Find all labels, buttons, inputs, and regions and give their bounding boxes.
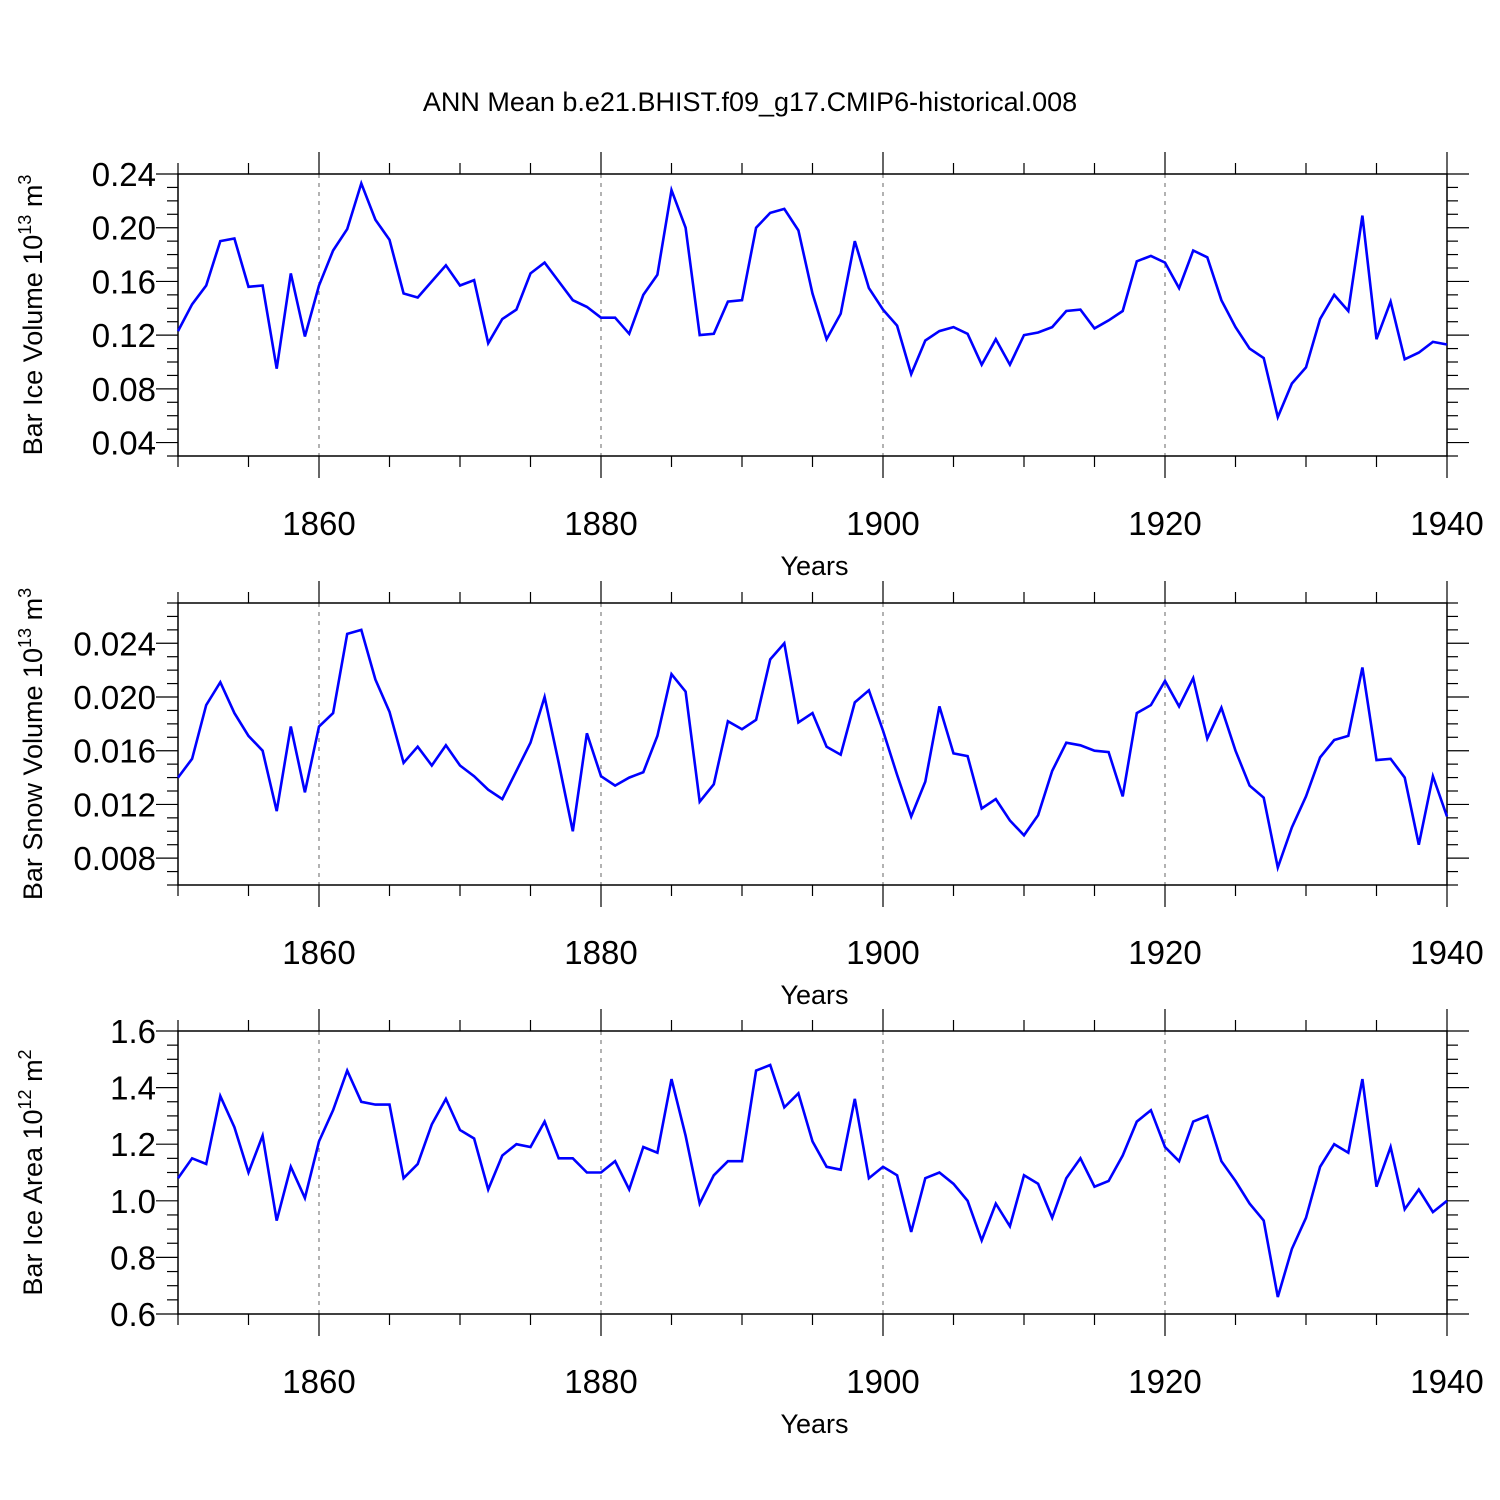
x-tick-label: 1880	[564, 505, 637, 542]
y-tick-label: 0.12	[92, 317, 156, 354]
panels: 1860 1880 1900 1920 1940 Years 0.04 0.08 0.12 0.1…	[15, 152, 1484, 1439]
chart-panel-2: 1860 1880 1900 1920 1940 Years 0.008 0.012 0.016…	[15, 581, 1484, 1010]
y-tick-label: 0.08	[92, 371, 156, 408]
chart-panel-3: 1860 1880 1900 1920 1940 Years 0.6 0.8 1.0 1.2 1.4…	[15, 1009, 1484, 1439]
x-tick-label: 1880	[564, 1363, 637, 1400]
x-tick-label: 1900	[846, 1363, 919, 1400]
y-tick-label: 0.20	[92, 210, 156, 247]
y-tick-label: 0.04	[92, 425, 156, 462]
x-axis-label: Years	[780, 551, 848, 581]
y-axis-label: Bar Ice Volume 1013 m3	[15, 175, 48, 456]
y-tick-label: 0.16	[92, 263, 156, 300]
y-tick-label: 1.2	[110, 1126, 156, 1163]
x-tick-label: 1940	[1410, 505, 1483, 542]
x-axis-label: Years	[780, 1409, 848, 1439]
x-tick-label: 1940	[1410, 1363, 1483, 1400]
x-tick-label: 1920	[1128, 934, 1201, 971]
y-tick-label: 1.4	[110, 1070, 156, 1107]
figure-title: ANN Mean b.e21.BHIST.f09_g17.CMIP6-histo…	[423, 87, 1077, 117]
x-tick-label: 1900	[846, 505, 919, 542]
y-tick-label: 0.8	[110, 1239, 156, 1276]
chart-panel-1: 1860 1880 1900 1920 1940 Years 0.04 0.08 0.12 0.1…	[15, 152, 1484, 581]
series-line	[176, 179, 1448, 422]
x-tick-label: 1920	[1128, 1363, 1201, 1400]
y-axis-label: Bar Snow Volume 1013 m3	[15, 588, 48, 900]
x-tick-label: 1880	[564, 934, 637, 971]
y-tick-label: 0.024	[73, 625, 156, 662]
series-line	[176, 628, 1449, 873]
y-tick-label: 0.6	[110, 1296, 156, 1333]
x-tick-label: 1860	[282, 505, 355, 542]
x-tick-label: 1920	[1128, 505, 1201, 542]
y-tick-label: 1.0	[110, 1183, 156, 1220]
x-tick-label: 1940	[1410, 934, 1483, 971]
y-axis-label: Bar Ice Area 1012 m2	[15, 1049, 48, 1295]
y-tick-label: 1.6	[110, 1013, 156, 1050]
x-tick-label: 1860	[282, 934, 355, 971]
y-tick-label: 0.24	[92, 156, 156, 193]
y-tick-label: 0.008	[73, 840, 156, 877]
x-axis-label: Years	[780, 980, 848, 1010]
series-line	[176, 1063, 1448, 1298]
x-tick-label: 1860	[282, 1363, 355, 1400]
y-tick-label: 0.020	[73, 679, 156, 716]
y-tick-label: 0.016	[73, 733, 156, 770]
x-tick-label: 1900	[846, 934, 919, 971]
y-tick-label: 0.012	[73, 786, 156, 823]
